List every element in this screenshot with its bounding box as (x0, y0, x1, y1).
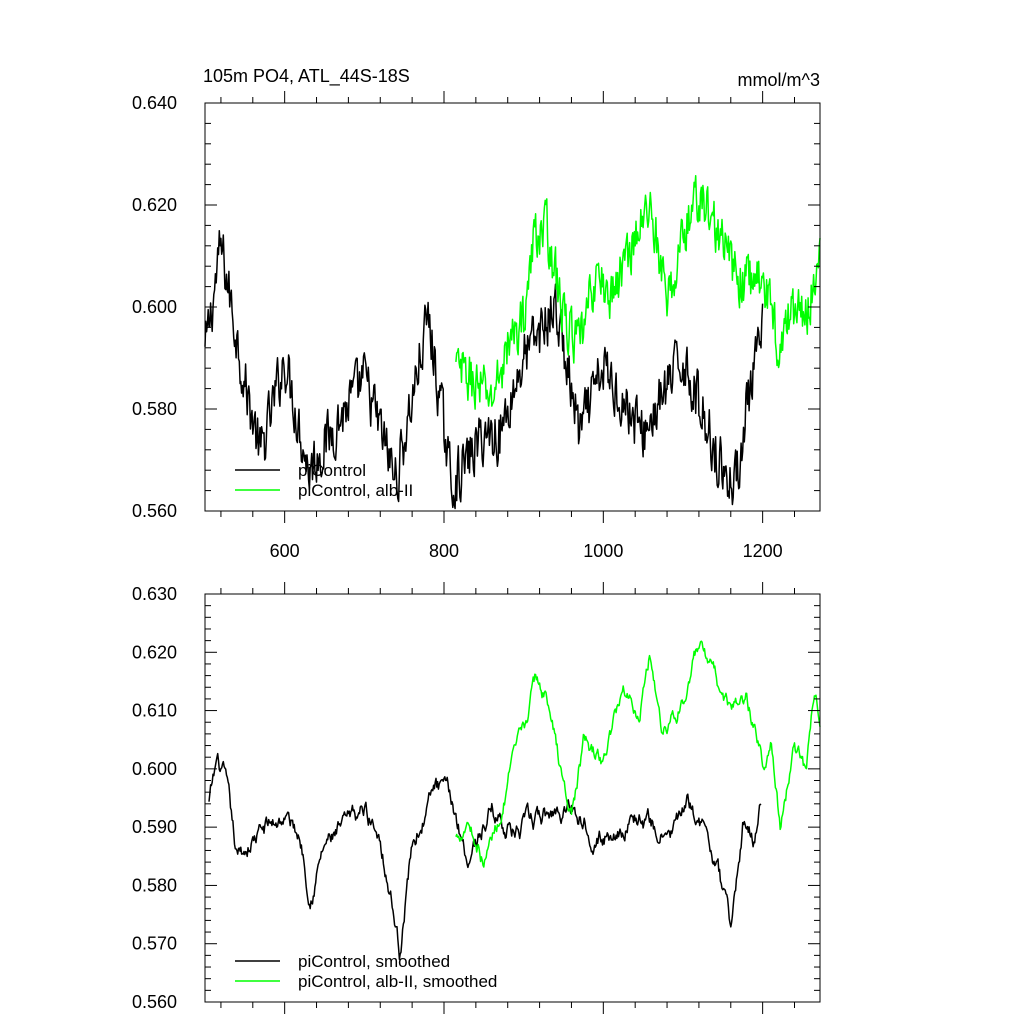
y-tick-label: 0.580 (132, 875, 177, 895)
legend-label-alb-ii-smoothed: piControl, alb-II, smoothed (298, 972, 497, 991)
bottom-chart-panel: 0.560 0.570 0.580 0.590 0.600 0.610 0.620 0.630… (132, 582, 821, 1014)
legend-label-alb-ii: piControl, alb-II (298, 481, 413, 500)
top-chart-panel: 105m PO4, ATL_44S-18S mmol/m^3 0.560 0.58… (132, 66, 821, 561)
series-line-picontrol (204, 229, 764, 510)
plot-frame (204, 102, 821, 512)
series-line-picontrol-smoothed (208, 752, 762, 961)
series-line-picontrol-alb-ii (455, 174, 821, 410)
y-tick-label: 0.580 (132, 399, 177, 419)
chart-title: 105m PO4, ATL_44S-18S (203, 66, 410, 87)
series-layer (204, 174, 821, 510)
tick-layer: 0.560 0.580 0.600 0.620 0.640 600 800 1000 1200 (132, 91, 820, 561)
tick-layer: 0.560 0.570 0.580 0.590 0.600 0.610 0.620 0.630 (132, 582, 820, 1014)
y-tick-label: 0.610 (132, 701, 177, 721)
y-tick-label: 0.600 (132, 297, 177, 317)
legend: piControl, smoothed piControl, alb-II, s… (235, 952, 497, 991)
y-tick-label: 0.600 (132, 759, 177, 779)
y-tick-label: 0.570 (132, 934, 177, 954)
x-tick-label: 800 (429, 541, 459, 561)
legend: piControl piControl, alb-II (235, 461, 413, 500)
legend-label-picontrol: piControl (298, 461, 366, 480)
x-tick-label: 1000 (583, 541, 623, 561)
y-tick-label: 0.560 (132, 501, 177, 521)
plot-frame (204, 593, 821, 1003)
x-tick-label: 1200 (743, 541, 783, 561)
y-tick-label: 0.620 (132, 642, 177, 662)
y-tick-label: 0.620 (132, 195, 177, 215)
x-tick-label: 600 (270, 541, 300, 561)
y-tick-label: 0.640 (132, 93, 177, 113)
y-tick-label: 0.590 (132, 817, 177, 837)
y-tick-label: 0.560 (132, 992, 177, 1012)
y-tick-label: 0.630 (132, 584, 177, 604)
legend-label-picontrol-smoothed: piControl, smoothed (298, 952, 450, 971)
series-line-picontrol-alb-ii-smoothed (455, 640, 821, 868)
units-label: mmol/m^3 (738, 70, 820, 90)
series-layer (208, 640, 821, 961)
